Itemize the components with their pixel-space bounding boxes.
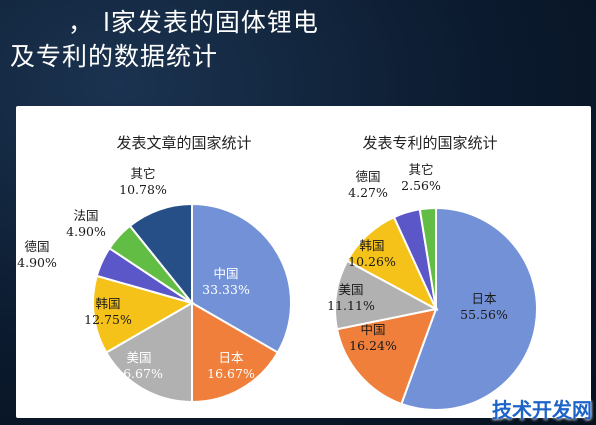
- pie-chart-1: 发表文章的国家统计中国33.33%日本16.67%美国16.67%韩国12.75…: [17, 134, 292, 404]
- slice-label-name: 美国: [338, 282, 363, 297]
- chart-title: 发表专利的国家统计: [362, 134, 497, 152]
- watermark-text: 技术开发网: [492, 398, 592, 422]
- slice-label-value: 16.67%: [207, 366, 255, 381]
- pie-slice-韩国: [92, 274, 195, 354]
- slice-label-value: 2.56%: [401, 178, 441, 193]
- slice-label-name: 韩国: [359, 238, 384, 253]
- slice-label-name: 法国: [73, 208, 98, 223]
- chart-title: 发表文章的国家统计: [116, 134, 251, 152]
- slice-label-name: 其它: [130, 166, 155, 181]
- slice-label-value: 11.11%: [327, 298, 375, 313]
- pie-slice-中国: [335, 307, 438, 406]
- slice-label-value: 55.56%: [460, 307, 508, 322]
- slice-label-value: 4.90%: [17, 255, 57, 270]
- slice-label-name: 日本: [218, 350, 244, 365]
- slice-label-value: 4.27%: [348, 185, 388, 200]
- slice-label-value: 4.90%: [66, 224, 106, 239]
- title-line-1: ， l家发表的固体锂电: [68, 8, 319, 37]
- pie-slice-其它: [418, 206, 437, 310]
- slice-label-name: 其它: [408, 162, 433, 177]
- slice-label-name: 中国: [213, 266, 238, 281]
- pie-slice-日本: [191, 301, 280, 404]
- slice-label-name: 德国: [24, 239, 49, 254]
- slice-label-value: 10.78%: [119, 182, 167, 197]
- title-line-2: 及专利的数据统计: [10, 42, 219, 71]
- pie-charts: 发表文章的国家统计中国33.33%日本16.67%美国16.67%韩国12.75…: [17, 134, 538, 411]
- slice-label-name: 韩国: [95, 296, 120, 311]
- pie-slice-美国: [104, 301, 193, 404]
- slice-label-value: 16.67%: [115, 366, 163, 381]
- pie-slice-其它: [128, 202, 193, 306]
- slice-label-value: 12.75%: [84, 312, 132, 327]
- slice-label-name: 中国: [360, 322, 385, 337]
- slice-label-value: 33.33%: [202, 282, 250, 297]
- pie-slice-日本: [400, 206, 538, 411]
- chart-panel: 发表文章的国家统计 中国 33.33% 日本 16.67% 美国 16.67% 韩国 12.75…: [16, 106, 591, 418]
- slice-label-name: 德国: [355, 169, 380, 184]
- pie-slice-中国: [191, 202, 292, 354]
- slice-label-name: 美国: [126, 350, 151, 365]
- page-title: ， l家发表的固体锂电 及专利的数据统计: [10, 6, 570, 74]
- slice-label-name: 日本: [471, 291, 497, 306]
- pie-slice-美国: [334, 259, 439, 331]
- slice-label-value: 10.26%: [348, 254, 396, 269]
- slice-label-value: 16.24%: [349, 338, 397, 353]
